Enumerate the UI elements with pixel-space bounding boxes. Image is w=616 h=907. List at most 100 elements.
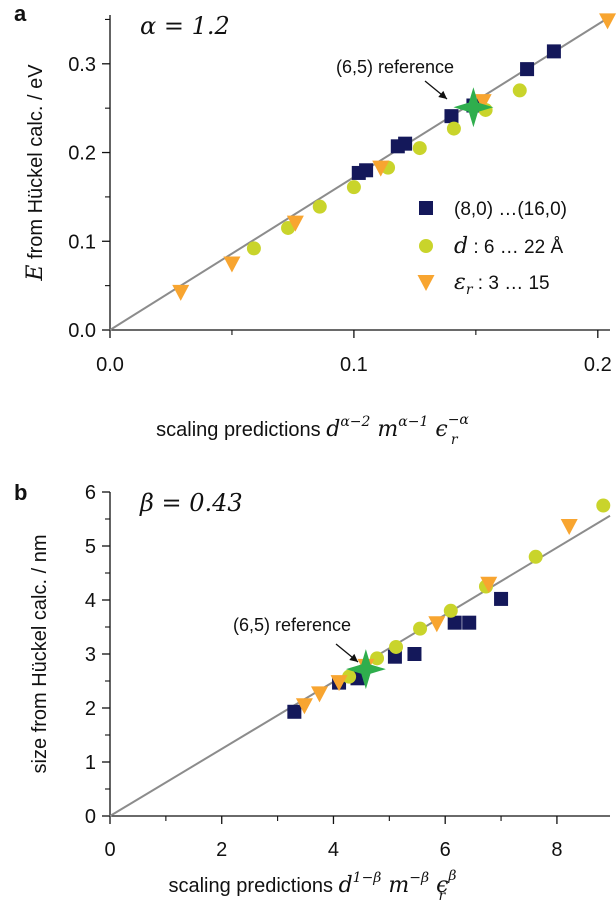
- y-tick-label: 2: [85, 698, 96, 720]
- data-point-circle: [246, 241, 261, 256]
- x-axis-label-d-exponent: 1−β: [353, 870, 382, 886]
- data-point-square: [520, 62, 535, 77]
- parameter-label: β = 0.43: [139, 489, 243, 517]
- series-triangle: [295, 519, 578, 715]
- legend-entry-text: (8,0) …(16,0): [454, 199, 567, 220]
- panel-label: a: [14, 1, 27, 26]
- data-point-triangle: [223, 256, 241, 273]
- series-circle: [342, 498, 611, 684]
- data-point-circle: [389, 639, 404, 654]
- y-axis-label-text: from Hückel calc. / eV: [25, 64, 47, 265]
- panel-a: a 0.0 0.1 0.2 0.0 0.1 0.2 0.3 α = 1.2 (6,5) refer…: [14, 1, 616, 448]
- data-point-triangle: [330, 675, 348, 692]
- data-point-circle: [512, 83, 527, 98]
- data-point-square: [287, 704, 302, 719]
- data-point-circle: [413, 621, 428, 636]
- legend-marker-triangle: [417, 275, 435, 291]
- data-point-circle: [312, 199, 327, 214]
- data-point-circle: [342, 669, 357, 684]
- data-point-triangle: [560, 519, 578, 536]
- data-point-circle: [596, 498, 611, 513]
- y-tick-label: 0.1: [68, 231, 96, 253]
- y-tick-label: 1: [85, 752, 96, 774]
- data-point-square: [407, 647, 422, 661]
- data-point-star: [345, 649, 386, 690]
- x-axis-label: scaling predictions dα−2 mα−1 ϵ−α r: [156, 412, 469, 448]
- x-tick-label: 2: [216, 839, 227, 861]
- series-star: [345, 649, 386, 690]
- legend-entry-label: (8,0) …(16,0): [454, 199, 567, 220]
- y-tick-label: 6: [85, 482, 96, 504]
- series-triangle: [172, 13, 616, 301]
- x-axis-label-eps-subscript: r: [439, 888, 447, 904]
- data-point-circle: [528, 549, 543, 564]
- y-tick-label: 0.2: [68, 143, 96, 165]
- data-point-star: [453, 87, 494, 128]
- x-axis-label: scaling predictions d1−β m−β ϵβ r: [168, 868, 456, 904]
- data-point-circle: [446, 121, 461, 136]
- y-tick-label: 0.0: [68, 320, 96, 342]
- x-tick-label: 0.1: [340, 354, 368, 376]
- x-axis-label-eps: ϵ: [428, 417, 447, 442]
- data-point-triangle: [295, 698, 313, 715]
- x-axis-label-eps-subscript: r: [451, 432, 459, 448]
- legend-entry-subscript: r: [466, 282, 474, 298]
- y-tick-label: 3: [85, 644, 96, 666]
- x-axis-label-m: m: [370, 417, 398, 442]
- data-point-triangle: [428, 616, 446, 633]
- data-point-square: [444, 109, 459, 124]
- x-tick-label: 0.2: [584, 354, 612, 376]
- annotation-arrow-head: [349, 653, 358, 662]
- x-axis-label-m-exponent: −β: [409, 870, 429, 886]
- annotation-arrow: [424, 80, 448, 100]
- y-tick-label: 0.3: [68, 54, 96, 76]
- y-axis-label: E from Hückel calc. / eV: [23, 64, 48, 282]
- data-point-triangle: [310, 686, 328, 703]
- data-point-square: [462, 615, 477, 630]
- data-point-circle: [370, 651, 385, 666]
- data-point-square: [447, 615, 462, 630]
- data-point-circle: [281, 220, 296, 235]
- data-point-triangle: [480, 576, 498, 593]
- panel-label: b: [14, 480, 27, 505]
- x-axis-label-d: d: [339, 873, 353, 898]
- legend-entry-label: d : 6 … 22 Å: [454, 234, 563, 259]
- x-tick-label: 6: [440, 839, 451, 861]
- legend-entry-text: : 3 … 15: [473, 273, 550, 294]
- annotation-text: (6,5) reference: [336, 57, 454, 77]
- y-axis-label-symbol: E: [23, 265, 48, 282]
- legend-entry-symbol: d: [454, 234, 468, 259]
- y-tick-label: 0: [85, 806, 96, 828]
- annotation-arrow: [335, 643, 359, 663]
- x-axis-label-d: d: [326, 417, 340, 442]
- x-axis-label-text: scaling predictions: [156, 419, 326, 441]
- legend-entry-label: εr : 3 … 15: [454, 270, 550, 298]
- data-point-triangle: [172, 284, 190, 301]
- data-point-triangle: [474, 94, 492, 111]
- data-point-triangle: [599, 13, 616, 30]
- x-axis-label-eps: ϵ: [429, 873, 448, 898]
- x-axis-label-eps-exponent: β: [447, 868, 456, 884]
- data-point-triangle: [286, 215, 304, 232]
- legend-entry-symbol: ε: [454, 270, 466, 295]
- x-tick-label: 0.0: [96, 354, 124, 376]
- legend-marker-circle: [419, 239, 433, 253]
- y-axis-label-text: size from Hückel calc. / nm: [29, 535, 51, 774]
- y-tick-label: 4: [85, 590, 96, 612]
- x-axis-label-m: m: [381, 873, 409, 898]
- legend-entry-text: : 6 … 22 Å: [468, 237, 563, 258]
- x-axis-label-text: scaling predictions: [168, 875, 338, 897]
- parameter-label: α = 1.2: [140, 12, 230, 40]
- data-point-circle: [443, 603, 458, 618]
- x-tick-label: 4: [328, 839, 339, 861]
- data-point-square: [494, 591, 509, 606]
- x-axis-label-eps-exponent: −α: [448, 412, 470, 428]
- legend: (8,0) …(16,0)d : 6 … 22 Åεr : 3 … 15: [417, 199, 567, 298]
- x-axis-label-d-exponent: α−2: [340, 414, 370, 430]
- y-tick-label: 5: [85, 536, 96, 558]
- annotation-text: (6,5) reference: [233, 615, 351, 635]
- data-point-triangle: [372, 160, 390, 177]
- y-axis-label: size from Hückel calc. / nm: [29, 535, 51, 774]
- panel-b: b 0 2 4 6 8 0 1 2 3 4 5 6 β = 0.43 (6,5) reference scal…: [14, 480, 611, 904]
